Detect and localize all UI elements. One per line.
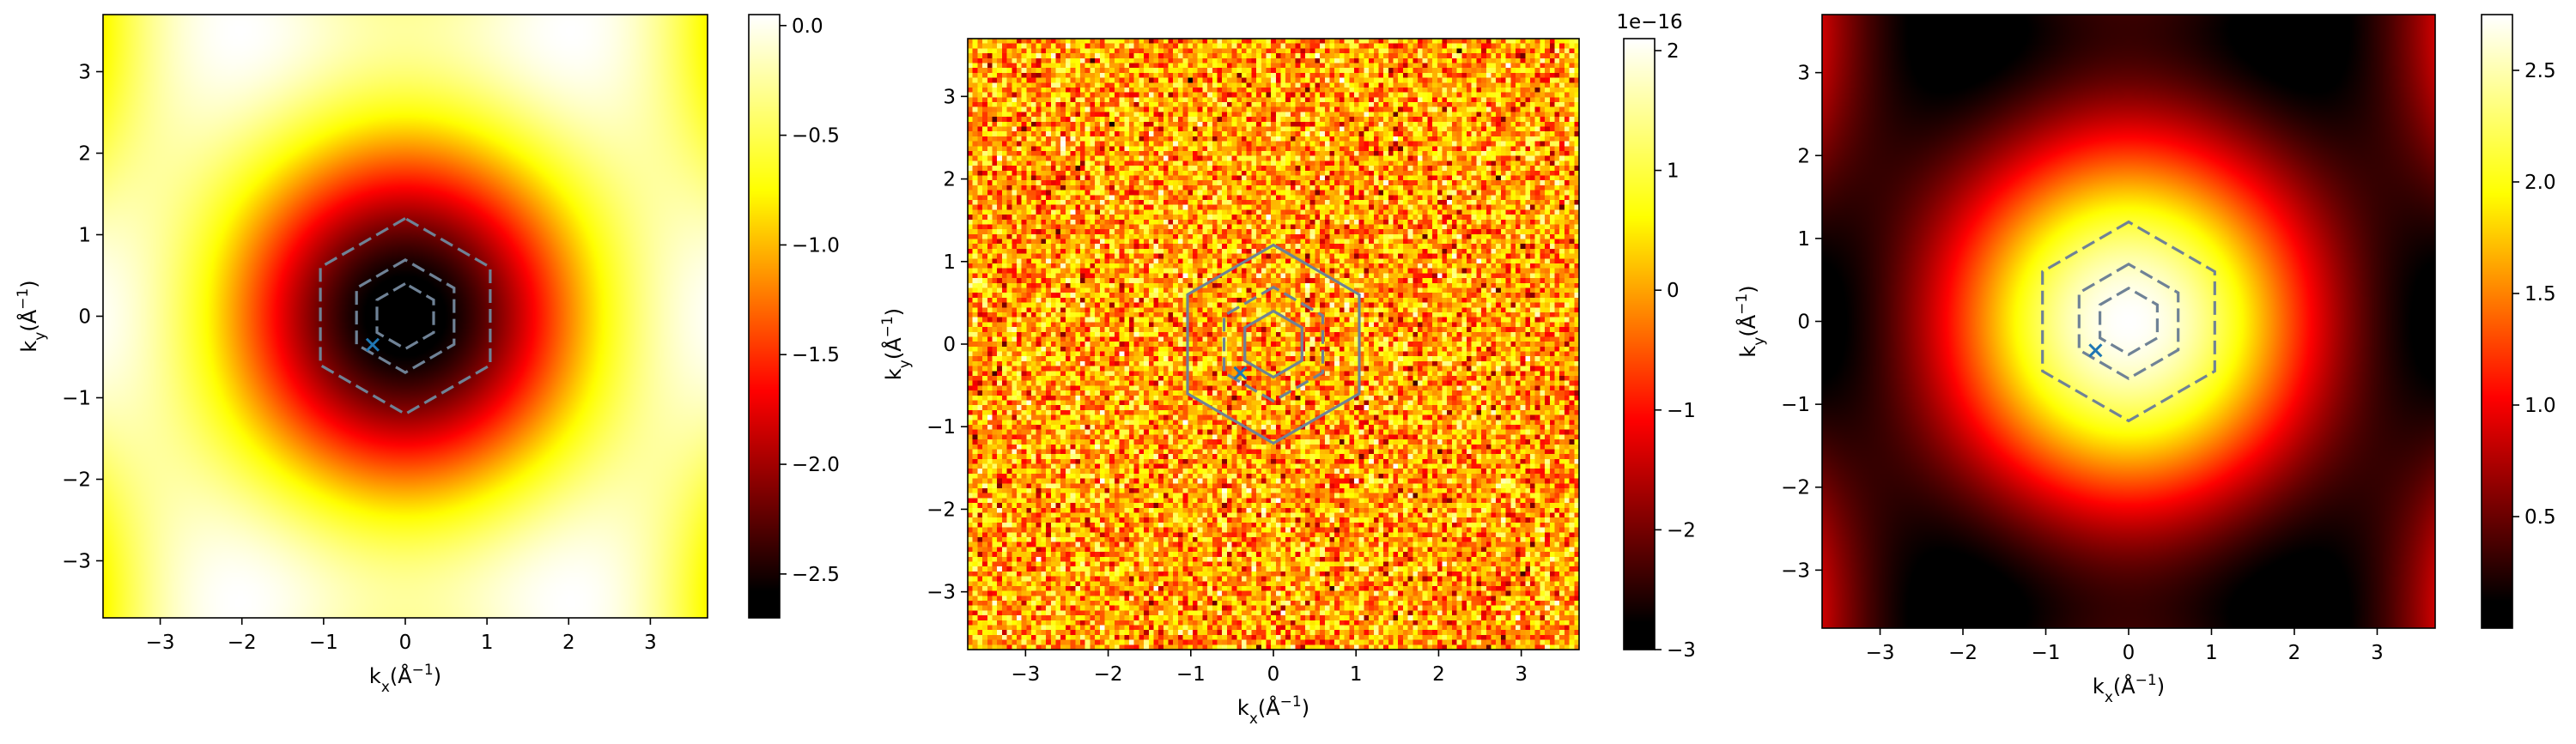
- hexagon-outline-3: [1243, 309, 1303, 379]
- y-tick-label: −2: [62, 469, 91, 492]
- x-tick-label: −1: [2032, 642, 2061, 664]
- colorbar-tick-label: 1.5: [2524, 283, 2556, 305]
- colorbar: 2.5 2.0 1.5 1.0 0.5: [2481, 14, 2556, 629]
- x-marker: [2088, 343, 2103, 358]
- hexagon-outline-1: [1186, 243, 1361, 445]
- y-tick-label: 0: [943, 334, 956, 356]
- y-tick-label: 2: [943, 169, 956, 191]
- x-marker: [1233, 366, 1248, 380]
- hexagon-outline-3: [2099, 287, 2159, 356]
- x-tick-label: 1: [1350, 663, 1363, 686]
- x-axis-label: kx(Å−1): [2093, 672, 2165, 706]
- hexagon-outline-3: [375, 281, 435, 351]
- x-tick-label: 3: [2371, 642, 2384, 664]
- colorbar-gradient: [749, 15, 780, 618]
- colorbar-tick-label: 1: [1667, 160, 1680, 183]
- heatmap-panel-2: −3 −2 −1 0 1 2 3 −3 −2 −1 0 1 2 3 kx(Å−1) ky(Å−1) 2 1 0 −1 −…: [879, 11, 1696, 728]
- x-tick-label: −2: [228, 632, 257, 654]
- colorbar-gradient: [2482, 15, 2512, 628]
- colorbar-tick-label: 2: [1667, 40, 1680, 63]
- x-axis-label: kx(Å−1): [1237, 693, 1309, 728]
- colorbar-tick-label: 2.5: [2524, 60, 2556, 82]
- colorbar-tick-label: −3: [1667, 639, 1696, 662]
- colorbar-offset-label: 1e−16: [1616, 11, 1682, 33]
- heatmap-image: [968, 39, 1579, 650]
- x-tick-label: −2: [1948, 642, 1978, 664]
- colorbar-gradient: [1624, 39, 1655, 650]
- colorbar-tick-label: −1.0: [792, 234, 840, 257]
- x-tick-label: 1: [2205, 642, 2218, 664]
- y-tick-label: 1: [78, 225, 91, 247]
- hexagon-outline-2: [1222, 285, 1325, 403]
- colorbar: 0.0 −0.5 −1.0 −1.5 −2.0 −2.5: [748, 14, 840, 619]
- y-tick-label: 3: [1797, 63, 1810, 85]
- colorbar-frame: [1623, 38, 1656, 650]
- colorbar: 2 1 0 −1 −2 −3 1e−16: [1616, 11, 1696, 662]
- colorbar-tick-label: −2.0: [792, 454, 840, 476]
- y-tick-label: 3: [943, 86, 956, 108]
- y-axis-label: ky(Å−1): [879, 308, 914, 380]
- x-tick-label: −3: [1011, 663, 1040, 686]
- y-tick-label: −3: [62, 551, 91, 573]
- y-tick-label: 1: [1797, 228, 1810, 251]
- colorbar-tick-label: 2.0: [2524, 172, 2556, 194]
- y-tick-label: 2: [78, 143, 91, 166]
- y-tick-label: −1: [62, 388, 91, 410]
- colorbar-tick-label: −1: [1667, 400, 1696, 422]
- heatmap-image: [103, 15, 708, 618]
- colorbar-tick-label: 1.0: [2524, 395, 2556, 417]
- colorbar-tick-label: −2: [1667, 519, 1696, 541]
- x-tick-label: 2: [1432, 663, 1445, 686]
- y-axis-label: ky(Å−1): [1734, 285, 1768, 357]
- x-tick-label: 0: [2123, 642, 2136, 664]
- y-tick-label: −2: [927, 499, 956, 521]
- y-tick-label: 3: [78, 62, 91, 84]
- colorbar-tick-label: −1.5: [792, 344, 840, 366]
- x-marker: [365, 337, 380, 352]
- x-tick-label: −3: [146, 632, 175, 654]
- y-tick-label: −3: [927, 582, 956, 604]
- x-tick-label: 3: [1515, 663, 1528, 686]
- y-tick-label: 1: [943, 251, 956, 274]
- x-tick-label: −2: [1094, 663, 1123, 686]
- colorbar-tick-label: 0.5: [2524, 506, 2556, 529]
- heatmap-image: [1822, 15, 2435, 628]
- heatmap-panel-3: −3 −2 −1 0 1 2 3 −3 −2 −1 0 1 2 3 kx(Å−1) ky(Å−1) 2.5 2.0…: [1734, 14, 2556, 706]
- x-tick-label: 1: [481, 632, 494, 654]
- colorbar-tick-label: −2.5: [792, 564, 840, 586]
- x-tick-label: −3: [1866, 642, 1895, 664]
- y-tick-label: 0: [78, 306, 91, 329]
- y-tick-label: −3: [1781, 560, 1810, 582]
- heatmap-panel-1: −3 −2 −1 0 1 2 3 −3 −2 −1 0 1 2 3 kx(Å−1) ky(Å−1) 0.0 −0.…: [15, 14, 840, 696]
- y-tick-label: −1: [927, 416, 956, 439]
- colorbar-frame: [748, 14, 781, 619]
- colorbar-tick-label: 0: [1667, 280, 1680, 302]
- x-tick-label: 0: [399, 632, 412, 654]
- x-tick-label: 2: [2288, 642, 2301, 664]
- y-axis-label: ky(Å−1): [15, 280, 49, 352]
- x-tick-label: −1: [1176, 663, 1206, 686]
- x-tick-label: 2: [562, 632, 575, 654]
- hexagon-outline-1: [2041, 220, 2216, 423]
- colorbar-tick-label: −0.5: [792, 125, 840, 148]
- y-tick-label: −2: [1781, 477, 1810, 499]
- y-tick-label: 0: [1797, 312, 1810, 334]
- x-axis-label: kx(Å−1): [369, 662, 441, 696]
- y-tick-label: −1: [1781, 394, 1810, 416]
- colorbar-frame: [2481, 14, 2513, 629]
- hexagon-outline-2: [355, 258, 456, 374]
- y-tick-label: 2: [1797, 145, 1810, 167]
- colorbar-tick-label: 0.0: [792, 15, 823, 38]
- x-tick-label: 0: [1267, 663, 1280, 686]
- hexagon-outline-2: [2077, 262, 2180, 381]
- x-tick-label: 3: [644, 632, 657, 654]
- x-tick-label: −1: [309, 632, 338, 654]
